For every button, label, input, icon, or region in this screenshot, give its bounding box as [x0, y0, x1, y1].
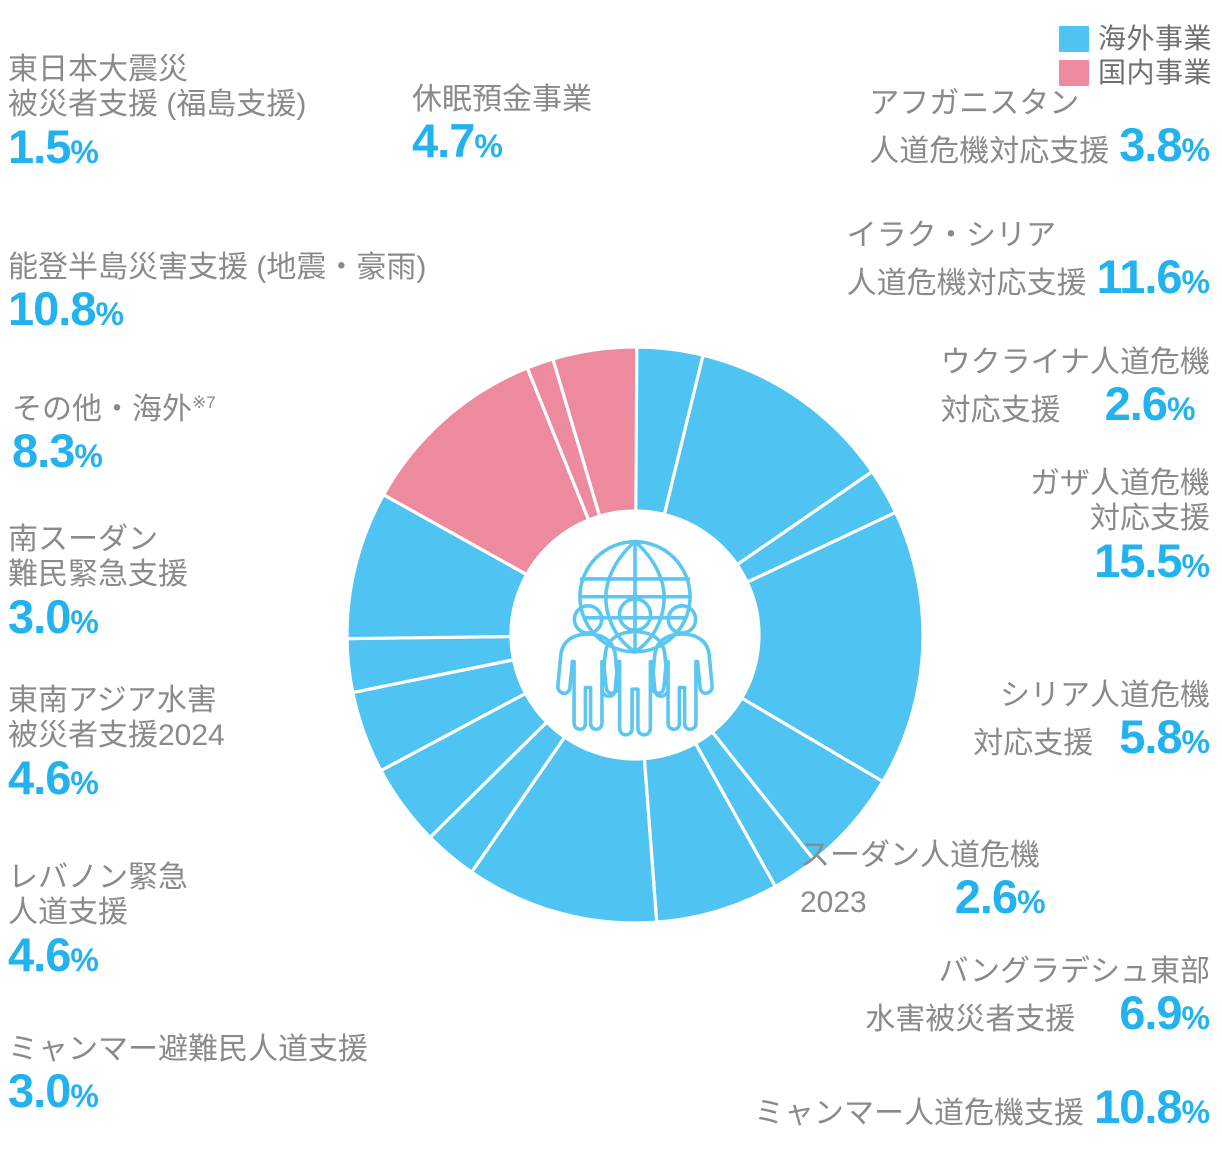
callout-myanmar-humanitarian-title-1: ミャンマー人道危機支援: [754, 1097, 1085, 1130]
callout-lebanon-title-1: レバノン緊急: [8, 861, 188, 894]
callout-dormant-deposit-value: 4.7%: [412, 114, 503, 168]
callout-myanmar-refugee-value: 3.0%: [8, 1064, 99, 1118]
callout-sudan-value: 2.6%: [954, 870, 1046, 924]
legend-item-domestic: 国内事業: [1058, 56, 1212, 90]
callout-iraq-syria-title-1: イラク・シリア: [846, 219, 1057, 252]
callout-gaza-title-2: 対応支援: [1090, 502, 1210, 536]
callout-afghanistan-value: 3.8%: [1119, 118, 1210, 172]
pie-slice-dormant: [550, 345, 639, 519]
callout-south-sudan-title-2: 難民緊急支援: [8, 558, 188, 592]
callout-ukraine-title-2: 対応支援: [940, 394, 1061, 428]
callout-syria: シリア人道危機 対応支援 5.8%: [973, 678, 1210, 762]
callout-tohoku-value: 1.5%: [8, 119, 99, 173]
callout-ukraine: ウクライナ人道危機 対応支援 2.6%: [941, 345, 1210, 429]
callout-noto-title-1: 能登半島災害支援 (地震・豪雨): [8, 251, 427, 284]
callout-bangladesh: バングラデシュ東部 水害被災者支援 6.9%: [865, 954, 1210, 1038]
callout-bangladesh-title-2: 水害被災者支援: [865, 1003, 1076, 1037]
callout-southeast-asia-flood-title-2: 被災者支援2024: [8, 719, 225, 753]
callout-myanmar-humanitarian: ミャンマー人道危機支援 10.8%: [754, 1083, 1210, 1131]
legend-item-overseas: 海外事業: [1058, 22, 1212, 56]
callout-other-overseas-note: ※7: [192, 393, 216, 412]
callout-southeast-asia-flood-value: 4.6%: [8, 750, 99, 804]
callout-noto-value: 10.8%: [8, 282, 124, 336]
callout-gaza-title-1: ガザ人道危機: [1030, 467, 1210, 500]
callout-other-overseas-title-1: その他・海外※7: [12, 392, 216, 427]
callout-afghanistan-row: 人道危機対応支援 3.8%: [869, 121, 1210, 169]
callout-tohoku-title-1: 東日本大震災: [8, 53, 188, 86]
pie-slice-iraq_syria: [662, 353, 875, 567]
callout-ukraine-row: 対応支援 2.6%: [941, 380, 1210, 428]
callout-syria-title-2: 対応支援: [973, 727, 1094, 761]
callout-gaza: ガザ人道危機 対応支援 15.5%: [1030, 466, 1210, 584]
callout-dormant-deposit-title-1: 休眠預金事業: [412, 83, 592, 116]
callout-sudan-title-2: 2023: [800, 886, 867, 919]
callout-iraq-syria-row: 人道危機対応支援 11.6%: [847, 253, 1210, 301]
callout-bangladesh-row: 水害被災者支援 6.9%: [865, 989, 1210, 1037]
callout-bangladesh-value: 6.9%: [1119, 986, 1210, 1040]
callout-syria-title-1: シリア人道危機: [1000, 679, 1210, 712]
callout-lebanon: レバノン緊急 人道支援 4.6%: [8, 860, 188, 978]
callout-south-sudan-value: 3.0%: [8, 589, 99, 643]
callout-ukraine-value: 2.6%: [1104, 377, 1196, 431]
callout-iraq-syria-title-2: 人道危機対応支援: [846, 267, 1087, 301]
legend-swatch-overseas: [1058, 26, 1089, 52]
callout-afghanistan: アフガニスタン 人道危機対応支援 3.8%: [869, 86, 1210, 170]
callout-myanmar-refugee-title-1: ミャンマー避難民人道支援: [8, 1033, 368, 1066]
callout-ukraine-title-1: ウクライナ人道危機: [940, 346, 1210, 379]
callout-dormant-deposit: 休眠預金事業 4.7%: [412, 82, 592, 164]
callout-other-overseas-value: 8.3%: [12, 424, 103, 478]
callout-sudan: スーダン人道危機 2023 2.6%: [800, 838, 1046, 920]
callout-bangladesh-title-1: バングラデシュ東部: [938, 955, 1211, 988]
callout-gaza-value: 15.5%: [1094, 533, 1210, 587]
callout-myanmar-refugee: ミャンマー避難民人道支援 3.0%: [8, 1032, 368, 1114]
callout-sudan-row: 2023 2.6%: [800, 873, 1046, 920]
callout-other-overseas: その他・海外※7 8.3%: [12, 392, 216, 474]
callout-syria-row: 対応支援 5.8%: [973, 713, 1210, 761]
callout-southeast-asia-flood-title-1: 東南アジア水害: [8, 684, 217, 717]
pie-slice-gaza: [739, 510, 925, 784]
callout-afghanistan-title-1: アフガニスタン: [869, 87, 1080, 120]
callout-iraq-syria-value: 11.6%: [1096, 250, 1210, 304]
callout-sudan-title-1: スーダン人道危機: [800, 839, 1040, 872]
callout-southeast-asia-flood: 東南アジア水害 被災者支援2024 4.6%: [8, 683, 225, 801]
callout-other-overseas-title-text: その他・海外: [12, 393, 192, 426]
callout-myanmar-humanitarian-row: ミャンマー人道危機支援 10.8%: [754, 1083, 1210, 1131]
legend: 海外事業 国内事業: [1058, 22, 1212, 90]
callout-afghanistan-title-2: 人道危機対応支援: [869, 135, 1110, 169]
callout-lebanon-title-2: 人道支援: [8, 896, 128, 930]
callout-myanmar-humanitarian-value: 10.8%: [1094, 1080, 1210, 1133]
callout-tohoku: 東日本大震災 被災者支援 (福島支援) 1.5%: [8, 52, 306, 170]
legend-swatch-domestic: [1058, 60, 1089, 86]
callout-tohoku-title-2: 被災者支援 (福島支援): [8, 88, 307, 122]
callout-syria-value: 5.8%: [1119, 710, 1210, 764]
legend-label-overseas: 海外事業: [1097, 23, 1212, 54]
legend-label-domestic: 国内事業: [1097, 57, 1212, 88]
callout-iraq-syria: イラク・シリア 人道危機対応支援 11.6%: [847, 218, 1210, 302]
callout-noto: 能登半島災害支援 (地震・豪雨) 10.8%: [8, 250, 426, 332]
callout-south-sudan-title-1: 南スーダン: [8, 523, 158, 556]
callout-lebanon-value: 4.6%: [8, 927, 99, 981]
callout-south-sudan: 南スーダン 難民緊急支援 3.0%: [8, 522, 188, 640]
